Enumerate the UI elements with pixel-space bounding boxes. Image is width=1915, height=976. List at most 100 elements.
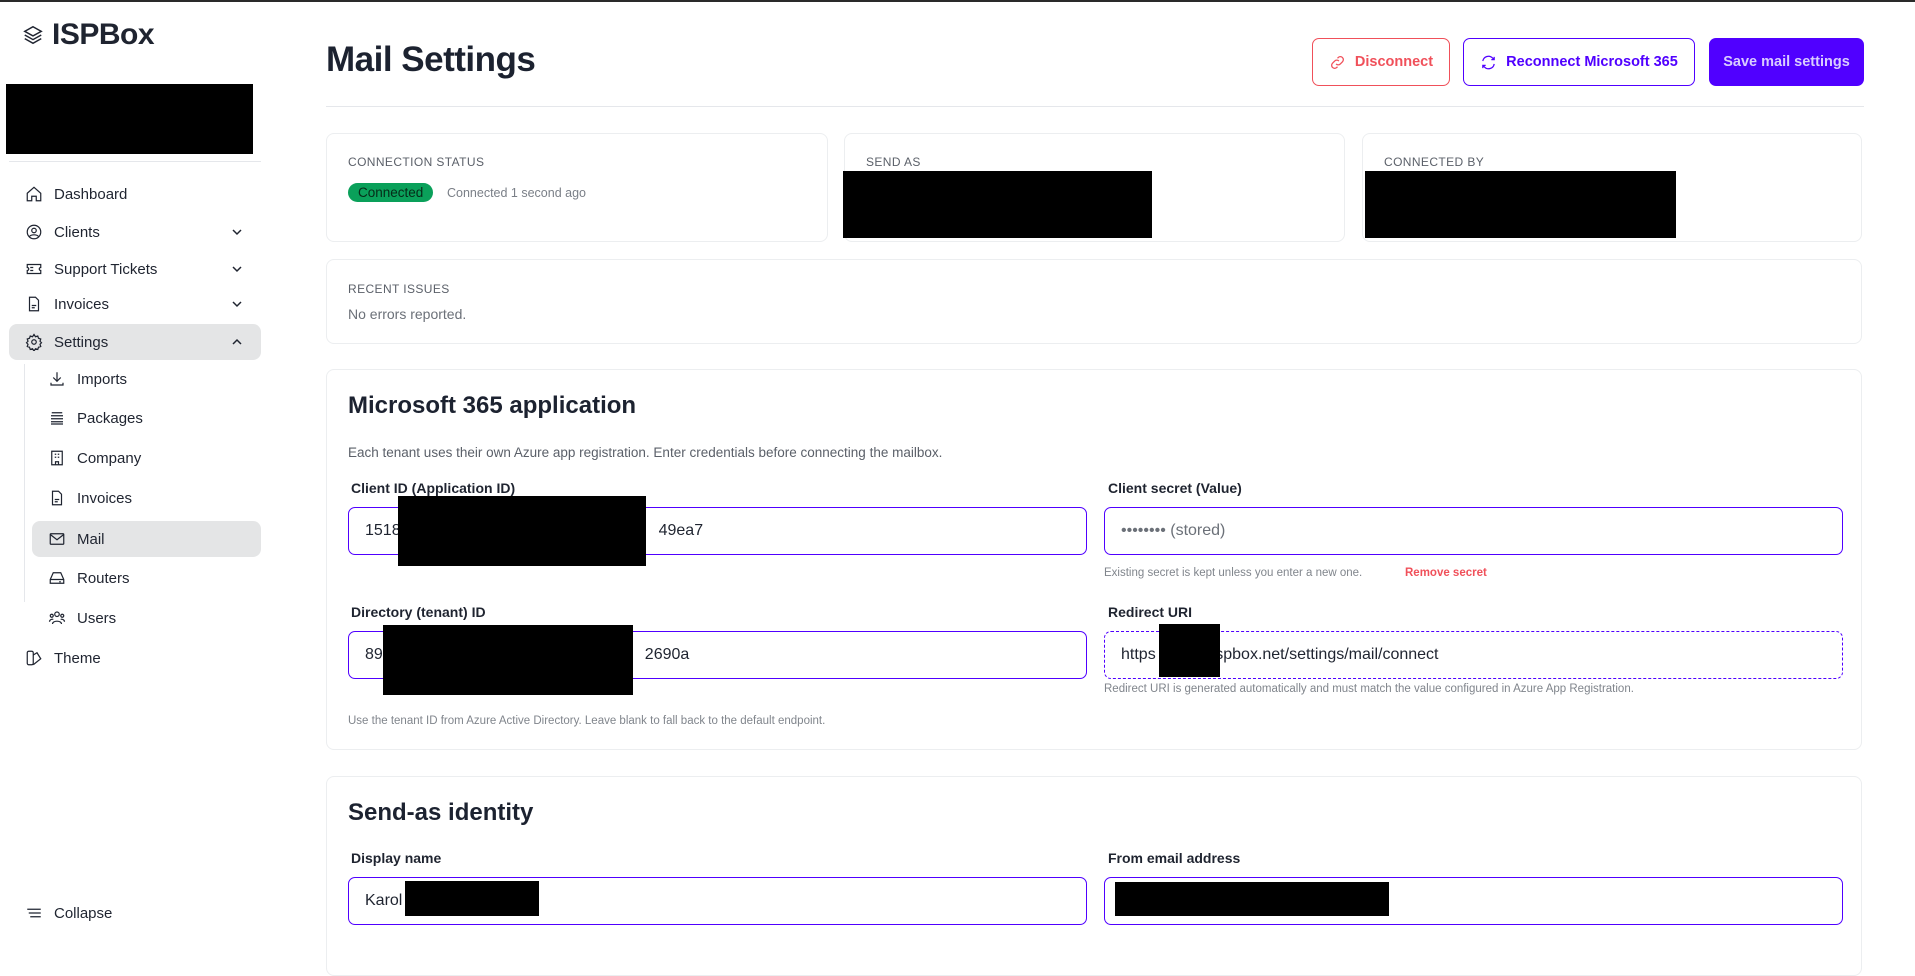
redacted-from-email [1115,882,1389,916]
connected-time: Connected 1 second ago [447,186,586,200]
tenant-id-input[interactable]: 89 2690a [348,631,1087,679]
save-label: Save mail settings [1723,54,1850,70]
card-caption: CONNECTED BY [1384,155,1485,169]
submenu-guide-line [24,364,25,602]
refresh-icon [1482,55,1495,69]
tenant-id-value-end: 2690a [644,646,690,663]
sidebar-item-label: Invoices [54,295,110,313]
menu-collapse-icon [24,903,44,923]
chevron-up-icon[interactable] [229,334,245,350]
redacted-tenant-id [383,625,633,695]
sidebar-item-label: Dashboard [54,185,128,203]
redirect-uri-value-start: https [1121,646,1156,663]
section-title: Microsoft 365 application [348,392,637,419]
section-description: Each tenant uses their own Azure app reg… [348,445,943,460]
sidebar-item-label: Support Tickets [54,260,158,278]
chevron-down-icon[interactable] [229,296,245,312]
sidebar-item-settings[interactable]: Settings [9,324,261,360]
app-name: ISPBox [52,18,155,51]
sidebar-item-theme[interactable]: Theme [9,640,261,676]
sidebar-subitem-invoices[interactable]: Invoices [32,480,261,516]
tenant-id-value-start: 89 [365,646,383,663]
recent-issues-card: RECENT ISSUES No errors reported. [326,259,1862,344]
sidebar-item-label: Users [77,609,117,627]
send-as-identity-card: Send-as identity Display name Karol From… [326,776,1862,976]
client-id-value-start: 1518 [365,522,401,539]
card-caption: RECENT ISSUES [348,282,450,296]
sidebar-item-label: Imports [77,370,128,388]
display-name-value: Karol [365,892,403,909]
from-email-input[interactable] [1104,877,1843,925]
client-secret-label: Client secret (Value) [1108,480,1242,496]
sidebar-subitem-company[interactable]: Company [32,440,261,476]
users-icon [47,608,67,628]
sidebar-item-support-tickets[interactable]: Support Tickets [9,251,261,287]
client-id-value-end: 49ea7 [658,522,704,539]
from-email-label: From email address [1108,850,1241,866]
sidebar-item-label: Routers [77,569,130,587]
client-secret-value: •••••••• (stored) [1121,522,1226,539]
sidebar-item-invoices[interactable]: Invoices [9,286,261,322]
user-circle-icon [24,222,44,242]
redirect-uri-value-end: ispbox.net/settings/mail/connect [1211,646,1439,663]
redacted-redirect-host [1159,624,1220,677]
sidebar-subitem-mail[interactable]: Mail [32,521,261,557]
sidebar-subitem-routers[interactable]: Routers [32,560,261,596]
disconnect-button[interactable]: Disconnect [1312,38,1450,86]
card-caption: SEND AS [866,155,921,169]
connection-status-card: CONNECTION STATUS Connected Connected 1 … [326,133,828,242]
sidebar-item-label: Clients [54,223,100,241]
status-badge: Connected [348,183,434,202]
sidebar-item-clients[interactable]: Clients [9,214,261,250]
page-title: Mail Settings [326,40,536,79]
swatch-icon [24,648,44,668]
download-icon [47,369,67,389]
client-id-input[interactable]: 1518 49ea7 [348,507,1087,555]
gear-icon [24,332,44,352]
redirect-uri-field[interactable]: https ispbox.net/settings/mail/connect [1104,631,1843,679]
sidebar-item-label: Collapse [54,904,113,922]
header-divider [326,106,1864,107]
chevron-down-icon[interactable] [229,261,245,277]
link-icon [1330,55,1344,69]
recent-issues-text: No errors reported. [348,306,467,322]
reconnect-button[interactable]: Reconnect Microsoft 365 [1463,38,1695,86]
ticket-icon [24,259,44,279]
sidebar-item-dashboard[interactable]: Dashboard [9,176,261,212]
sidebar-item-label: Mail [77,530,105,548]
tenant-id-hint: Use the tenant ID from Azure Active Dire… [348,715,826,727]
sidebar-subitem-packages[interactable]: Packages [32,400,261,436]
remove-secret-link[interactable]: Remove secret [1405,567,1487,579]
reconnect-label: Reconnect Microsoft 365 [1506,54,1678,70]
section-title: Send-as identity [348,799,534,826]
display-name-input[interactable]: Karol [348,877,1087,925]
sidebar-subitem-imports[interactable]: Imports [32,361,261,397]
sidebar-subitem-users[interactable]: Users [32,600,261,636]
sidebar-item-label: Invoices [77,489,133,507]
layers-icon [23,25,43,45]
chevron-down-icon[interactable] [229,224,245,240]
envelope-icon [47,529,67,549]
sidebar-divider [9,161,261,162]
home-icon [24,184,44,204]
redacted-display-name [405,881,539,916]
display-name-label: Display name [351,850,442,866]
client-id-label: Client ID (Application ID) [351,480,516,496]
save-button[interactable]: Save mail settings [1709,38,1864,86]
sidebar-item-label: Theme [54,649,101,667]
client-secret-input[interactable]: •••••••• (stored) [1104,507,1843,555]
sidebar-item-label: Company [77,449,142,467]
app-logo[interactable]: ISPBox [22,18,155,52]
document-icon [24,294,44,314]
document-icon [47,488,67,508]
stack-icon [47,408,67,428]
client-secret-hint: Existing secret is kept unless you enter… [1104,567,1363,579]
disconnect-label: Disconnect [1354,54,1434,70]
redacted-client-id [398,496,646,566]
building-icon [47,448,67,468]
window-top-border [0,0,1915,2]
redacted-send-as [843,171,1152,238]
sidebar-collapse-button[interactable]: Collapse [9,895,261,931]
redacted-connected-by [1365,171,1676,238]
card-caption: CONNECTION STATUS [348,155,485,169]
